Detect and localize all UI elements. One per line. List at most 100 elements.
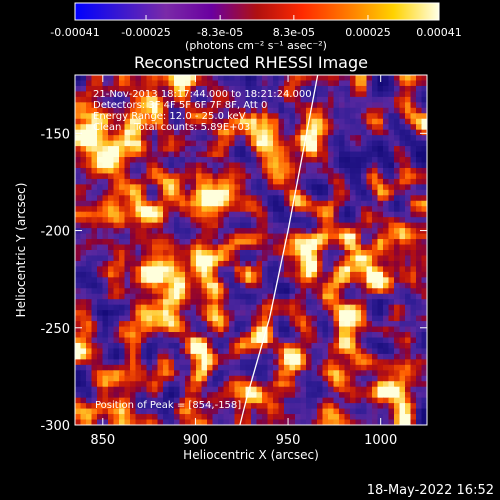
heatmap-pixel xyxy=(317,228,324,235)
heatmap-pixel xyxy=(130,310,137,317)
heatmap-pixel xyxy=(355,140,362,147)
heatmap-pixel xyxy=(377,315,384,322)
heatmap-pixel xyxy=(317,348,324,355)
heatmap-pixel xyxy=(256,211,263,218)
heatmap-pixel xyxy=(350,124,357,131)
heatmap-pixel xyxy=(372,211,379,218)
heatmap-pixel xyxy=(201,260,208,268)
heatmap-pixel xyxy=(130,299,137,306)
heatmap-pixel xyxy=(229,200,236,207)
heatmap-pixel xyxy=(278,206,285,213)
heatmap-pixel xyxy=(163,260,170,268)
heatmap-pixel xyxy=(399,129,406,136)
heatmap-pixel xyxy=(328,397,335,404)
heatmap-pixel xyxy=(190,353,197,360)
heatmap-pixel xyxy=(273,403,280,410)
heatmap-pixel xyxy=(311,271,318,278)
heatmap-pixel xyxy=(366,178,373,185)
heatmap-pixel xyxy=(394,397,401,404)
heatmap-pixel xyxy=(355,233,362,240)
heatmap-pixel xyxy=(179,288,186,295)
heatmap-pixel xyxy=(262,173,269,180)
heatmap-pixel xyxy=(251,321,258,328)
heatmap-pixel xyxy=(207,228,214,235)
heatmap-pixel xyxy=(388,403,395,410)
heatmap-pixel xyxy=(174,250,181,257)
heatmap-pixel xyxy=(251,113,258,120)
heatmap-pixel xyxy=(339,310,346,317)
heatmap-pixel xyxy=(135,266,142,273)
heatmap-pixel xyxy=(333,206,340,213)
heatmap-pixel xyxy=(86,408,93,415)
heatmap-pixel xyxy=(273,222,280,229)
heatmap-pixel xyxy=(212,189,219,196)
heatmap-pixel xyxy=(185,75,192,82)
heatmap-pixel xyxy=(196,386,203,393)
heatmap-pixel xyxy=(377,162,384,169)
heatmap-pixel xyxy=(322,167,329,175)
heatmap-pixel xyxy=(328,206,335,213)
heatmap-pixel xyxy=(300,206,307,213)
heatmap-pixel xyxy=(152,146,159,153)
heatmap-pixel xyxy=(399,91,406,98)
heatmap-pixel xyxy=(372,113,379,120)
heatmap-pixel xyxy=(278,75,285,82)
heatmap-pixel xyxy=(91,359,98,366)
heatmap-pixel xyxy=(135,397,142,404)
heatmap-pixel xyxy=(350,403,357,410)
heatmap-pixel xyxy=(146,102,153,109)
heatmap-pixel xyxy=(75,326,82,333)
heatmap-pixel xyxy=(190,233,197,240)
heatmap-pixel xyxy=(152,189,159,196)
heatmap-pixel xyxy=(102,124,109,131)
heatmap-pixel xyxy=(416,211,423,218)
heatmap-pixel xyxy=(399,332,406,339)
heatmap-pixel xyxy=(146,282,153,289)
heatmap-pixel xyxy=(124,375,131,382)
heatmap-pixel xyxy=(135,228,142,235)
heatmap-pixel xyxy=(218,244,225,251)
heatmap-pixel xyxy=(75,310,82,317)
heatmap-pixel xyxy=(306,364,313,371)
heatmap-pixel xyxy=(350,419,357,425)
heatmap-pixel xyxy=(174,408,181,415)
heatmap-pixel xyxy=(416,359,423,366)
heatmap-pixel xyxy=(339,200,346,207)
heatmap-pixel xyxy=(229,277,236,284)
heatmap-pixel xyxy=(179,140,186,147)
heatmap-pixel xyxy=(119,315,126,322)
heatmap-pixel xyxy=(80,85,87,93)
heatmap-pixel xyxy=(394,342,401,350)
heatmap-pixel xyxy=(289,359,296,366)
heatmap-pixel xyxy=(267,414,274,421)
heatmap-pixel xyxy=(322,178,329,185)
heatmap-pixel xyxy=(284,359,291,366)
heatmap-pixel xyxy=(273,348,280,355)
heatmap-pixel xyxy=(157,419,164,425)
heatmap-pixel xyxy=(179,250,186,257)
heatmap-pixel xyxy=(267,370,274,377)
heatmap-pixel xyxy=(361,332,368,339)
heatmap-pixel xyxy=(273,386,280,393)
heatmap-pixel xyxy=(185,151,192,158)
heatmap-pixel xyxy=(196,250,203,257)
heatmap-pixel xyxy=(86,233,93,240)
heatmap-pixel xyxy=(355,162,362,169)
heatmap-pixel xyxy=(339,299,346,306)
heatmap-pixel xyxy=(97,348,104,355)
heatmap-pixel xyxy=(262,96,269,103)
heatmap-pixel xyxy=(317,233,324,240)
heatmap-pixel xyxy=(284,293,291,300)
heatmap-pixel xyxy=(207,293,214,300)
heatmap-pixel xyxy=(163,228,170,235)
heatmap-pixel xyxy=(267,85,274,93)
heatmap-pixel xyxy=(174,124,181,131)
heatmap-pixel xyxy=(130,244,137,251)
heatmap-pixel xyxy=(168,408,175,415)
heatmap-pixel xyxy=(355,277,362,284)
heatmap-pixel xyxy=(124,85,131,93)
heatmap-pixel xyxy=(234,206,241,213)
heatmap-pixel xyxy=(113,271,120,278)
heatmap-pixel xyxy=(405,162,412,169)
heatmap-pixel xyxy=(185,304,192,311)
